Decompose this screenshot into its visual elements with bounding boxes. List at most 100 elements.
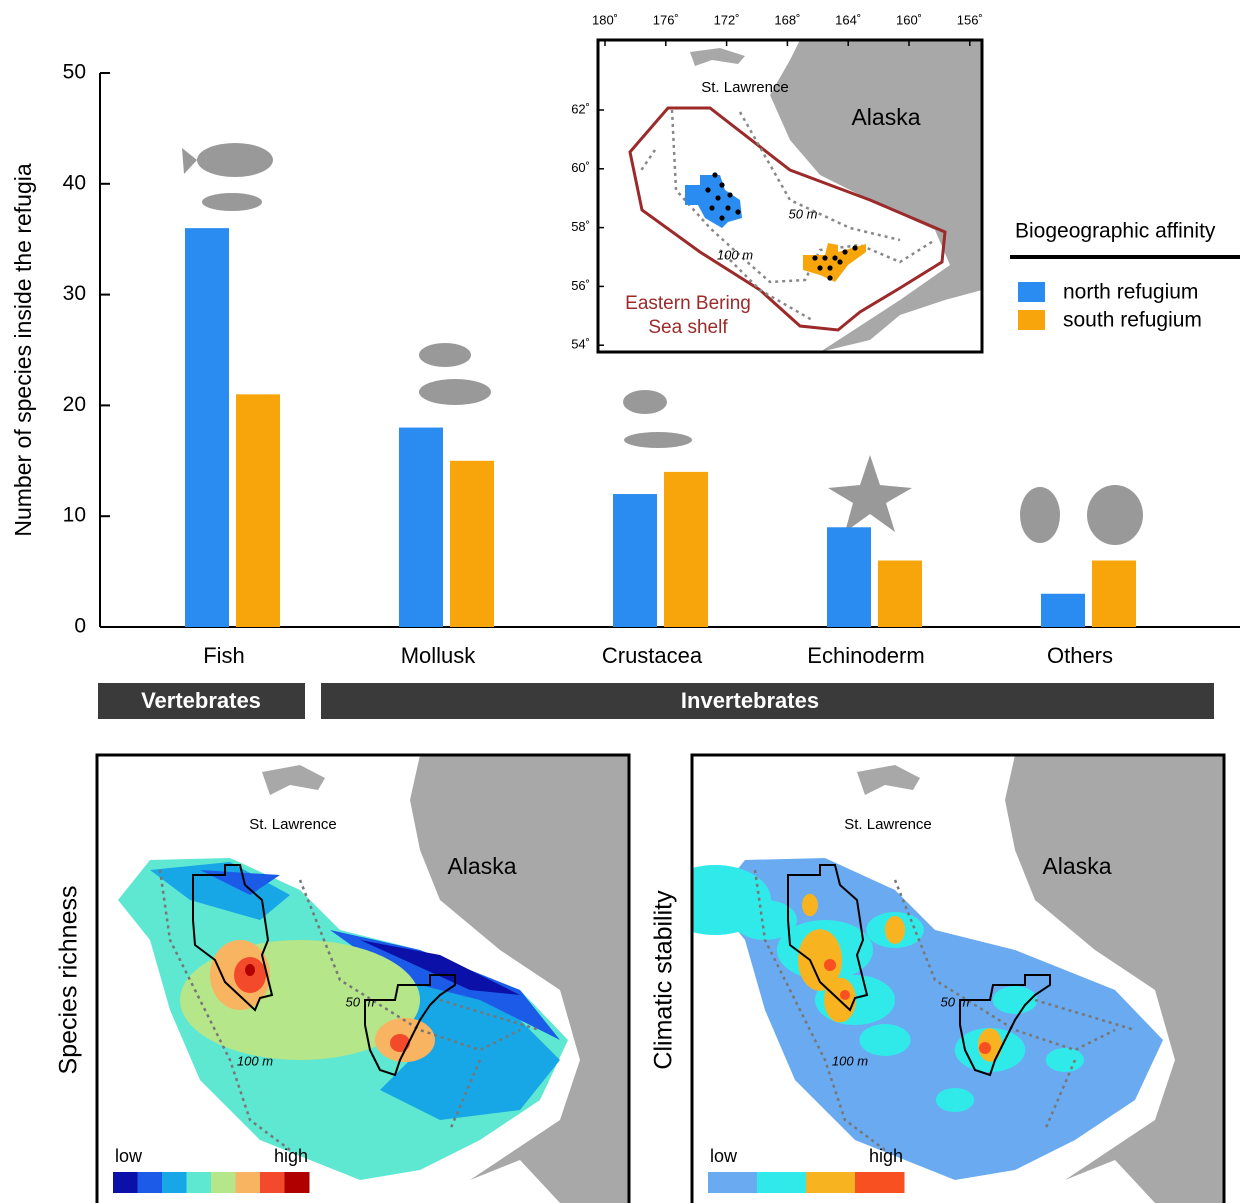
field-patch [824, 959, 836, 971]
depth-label: 50 m [941, 994, 970, 1009]
legend-label: south refugium [1063, 309, 1202, 332]
x-tick-label: Crustacea [602, 643, 703, 668]
sample-dot [719, 182, 724, 187]
panel-title: Climatic stability [650, 890, 678, 1070]
x-tick-label: Others [1047, 643, 1113, 668]
colorbar-cell [113, 1172, 138, 1193]
land-label: Alaska [851, 104, 920, 130]
field-patch [840, 990, 850, 1000]
map-panel: St. Lawrence Alaska 50 m 100 m low high [659, 755, 1224, 1203]
sample-dot [725, 205, 730, 210]
field-patch [390, 1034, 410, 1052]
colorbar-cell [285, 1172, 310, 1193]
bar [236, 394, 280, 627]
legend-swatch [1018, 310, 1045, 330]
y-tick-label: 30 [63, 282, 86, 305]
colorbar-low: low [115, 1146, 143, 1166]
depth-label: 100 m [832, 1053, 868, 1068]
colorbar-cell [211, 1172, 236, 1193]
sample-dot [727, 192, 732, 197]
colorbar-high: high [869, 1146, 903, 1166]
y-tick-label: 20 [63, 393, 86, 416]
lon-tick-label: 176˚ [653, 12, 679, 27]
y-tick-label: 0 [74, 615, 86, 638]
lat-tick-label: 54˚ [571, 337, 590, 352]
sample-dot [712, 172, 717, 177]
y-tick-label: 10 [63, 504, 86, 527]
depth-label: 50 m [789, 206, 818, 221]
field-patch [802, 894, 818, 916]
page: {"chart_data": {"type": "bar", "y_label"… [0, 0, 1249, 1203]
lon-tick-label: 160˚ [896, 12, 922, 27]
bar [185, 228, 229, 627]
colorbar-cell [806, 1172, 856, 1193]
lat-tick-label: 56˚ [571, 278, 590, 293]
colorbar-high: high [274, 1146, 308, 1166]
depth-label: 100 m [717, 247, 753, 262]
sample-dot [735, 209, 740, 214]
lat-tick-label: 58˚ [571, 219, 590, 234]
region-label: Eastern Bering [625, 293, 751, 314]
bar [450, 461, 494, 627]
group-label: Invertebrates [681, 688, 819, 713]
sample-dot [842, 249, 847, 254]
bar [613, 494, 657, 627]
sample-dot [827, 275, 832, 280]
bar [664, 472, 708, 627]
bar [399, 428, 443, 627]
colorbar-cell [260, 1172, 285, 1193]
depth-label: 50 m [346, 994, 375, 1009]
y-axis-label: Number of species inside the refugia [10, 163, 36, 537]
legend-label: north refugium [1063, 281, 1198, 304]
x-tick-label: Mollusk [401, 643, 477, 668]
field-patch [885, 916, 905, 944]
legend-swatch [1018, 282, 1045, 302]
region-label: Sea shelf [648, 317, 728, 338]
colorbar-cell [162, 1172, 187, 1193]
colorbar-cell [187, 1172, 212, 1193]
x-tick-label: Echinoderm [807, 643, 924, 668]
bar [827, 527, 871, 627]
colorbar-low: low [710, 1146, 738, 1166]
colorbar-cell [855, 1172, 905, 1193]
field-patch [245, 964, 255, 976]
sample-dot [832, 255, 837, 260]
sample-dot [812, 255, 817, 260]
depth-label: 100 m [237, 1053, 273, 1068]
sample-dot [837, 259, 842, 264]
x-tick-label: Fish [203, 643, 245, 668]
legend-title: Biogeographic affinity [1015, 220, 1216, 243]
lon-tick-label: 168˚ [774, 12, 800, 27]
colorbar-cell [757, 1172, 807, 1193]
sample-dot [852, 245, 857, 250]
land-label: Alaska [1042, 853, 1111, 879]
group-label: Vertebrates [141, 688, 261, 713]
y-tick-label: 50 [63, 61, 86, 84]
field-patch [1046, 1048, 1084, 1072]
island-label: St. Lawrence [844, 816, 932, 833]
bar [1041, 594, 1085, 627]
island-label: St. Lawrence [701, 79, 789, 96]
colorbar-cell [708, 1172, 758, 1193]
lat-tick-label: 62˚ [571, 101, 590, 116]
colorbar-cell [236, 1172, 261, 1193]
lon-tick-label: 172˚ [714, 12, 740, 27]
map-panel: St. Lawrence Alaska 50 m 100 m low high [97, 755, 629, 1203]
land-label: Alaska [447, 853, 516, 879]
y-tick-label: 40 [63, 171, 86, 194]
figure: Vertebrates Invertebrates Number of spec… [0, 0, 1249, 1203]
inset-map: 180˚176˚172˚168˚164˚160˚156˚62˚60˚58˚56˚… [571, 12, 983, 352]
sample-dot [715, 195, 720, 200]
sample-dot [817, 265, 822, 270]
island-label: St. Lawrence [249, 816, 337, 833]
field-patch [979, 1042, 991, 1054]
field-patch [859, 1024, 910, 1056]
lon-tick-label: 164˚ [835, 12, 861, 27]
sample-dot [827, 265, 832, 270]
bar [878, 561, 922, 627]
colorbar-cell [138, 1172, 163, 1193]
sample-dot [822, 255, 827, 260]
sample-dot [705, 187, 710, 192]
lon-tick-label: 156˚ [957, 12, 983, 27]
lat-tick-label: 60˚ [571, 160, 590, 175]
